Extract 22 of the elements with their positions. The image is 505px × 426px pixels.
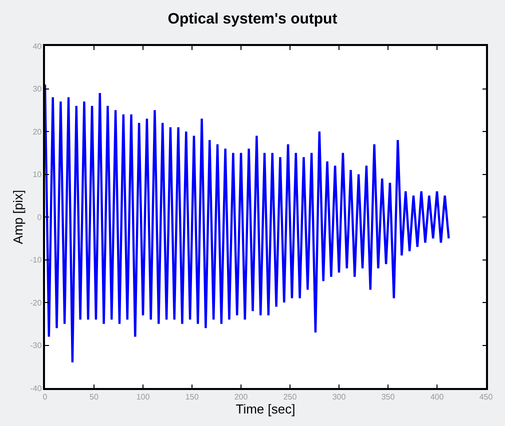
y-tick-label: 0	[37, 212, 42, 222]
x-tick-label: 350	[381, 392, 396, 402]
y-tick-label: -20	[30, 298, 42, 308]
x-tick-label: 300	[332, 392, 346, 402]
line-series	[45, 83, 450, 364]
y-tick-label: 20	[32, 127, 42, 136]
y-tick-label: 10	[32, 170, 42, 180]
y-tick-label: -40	[30, 384, 42, 393]
x-tick-label: 100	[136, 392, 150, 402]
chart-title: Optical system's output	[168, 10, 338, 28]
x-tick-label: 250	[283, 392, 298, 402]
y-tick-label: 40	[32, 42, 42, 51]
y-tick-label: 30	[32, 84, 42, 94]
y-tick-label: -10	[30, 256, 42, 265]
x-axis-title: Time [sec]	[236, 401, 296, 416]
y-axis-title: Amp [pix]	[10, 190, 26, 244]
x-tick-label: 450	[479, 392, 494, 402]
x-tick-label: 400	[430, 392, 444, 402]
x-tick-label: 200	[234, 392, 248, 402]
x-tick-label: 150	[185, 392, 200, 402]
y-tick-label: -30	[30, 341, 42, 350]
x-tick-label: 50	[90, 392, 99, 402]
